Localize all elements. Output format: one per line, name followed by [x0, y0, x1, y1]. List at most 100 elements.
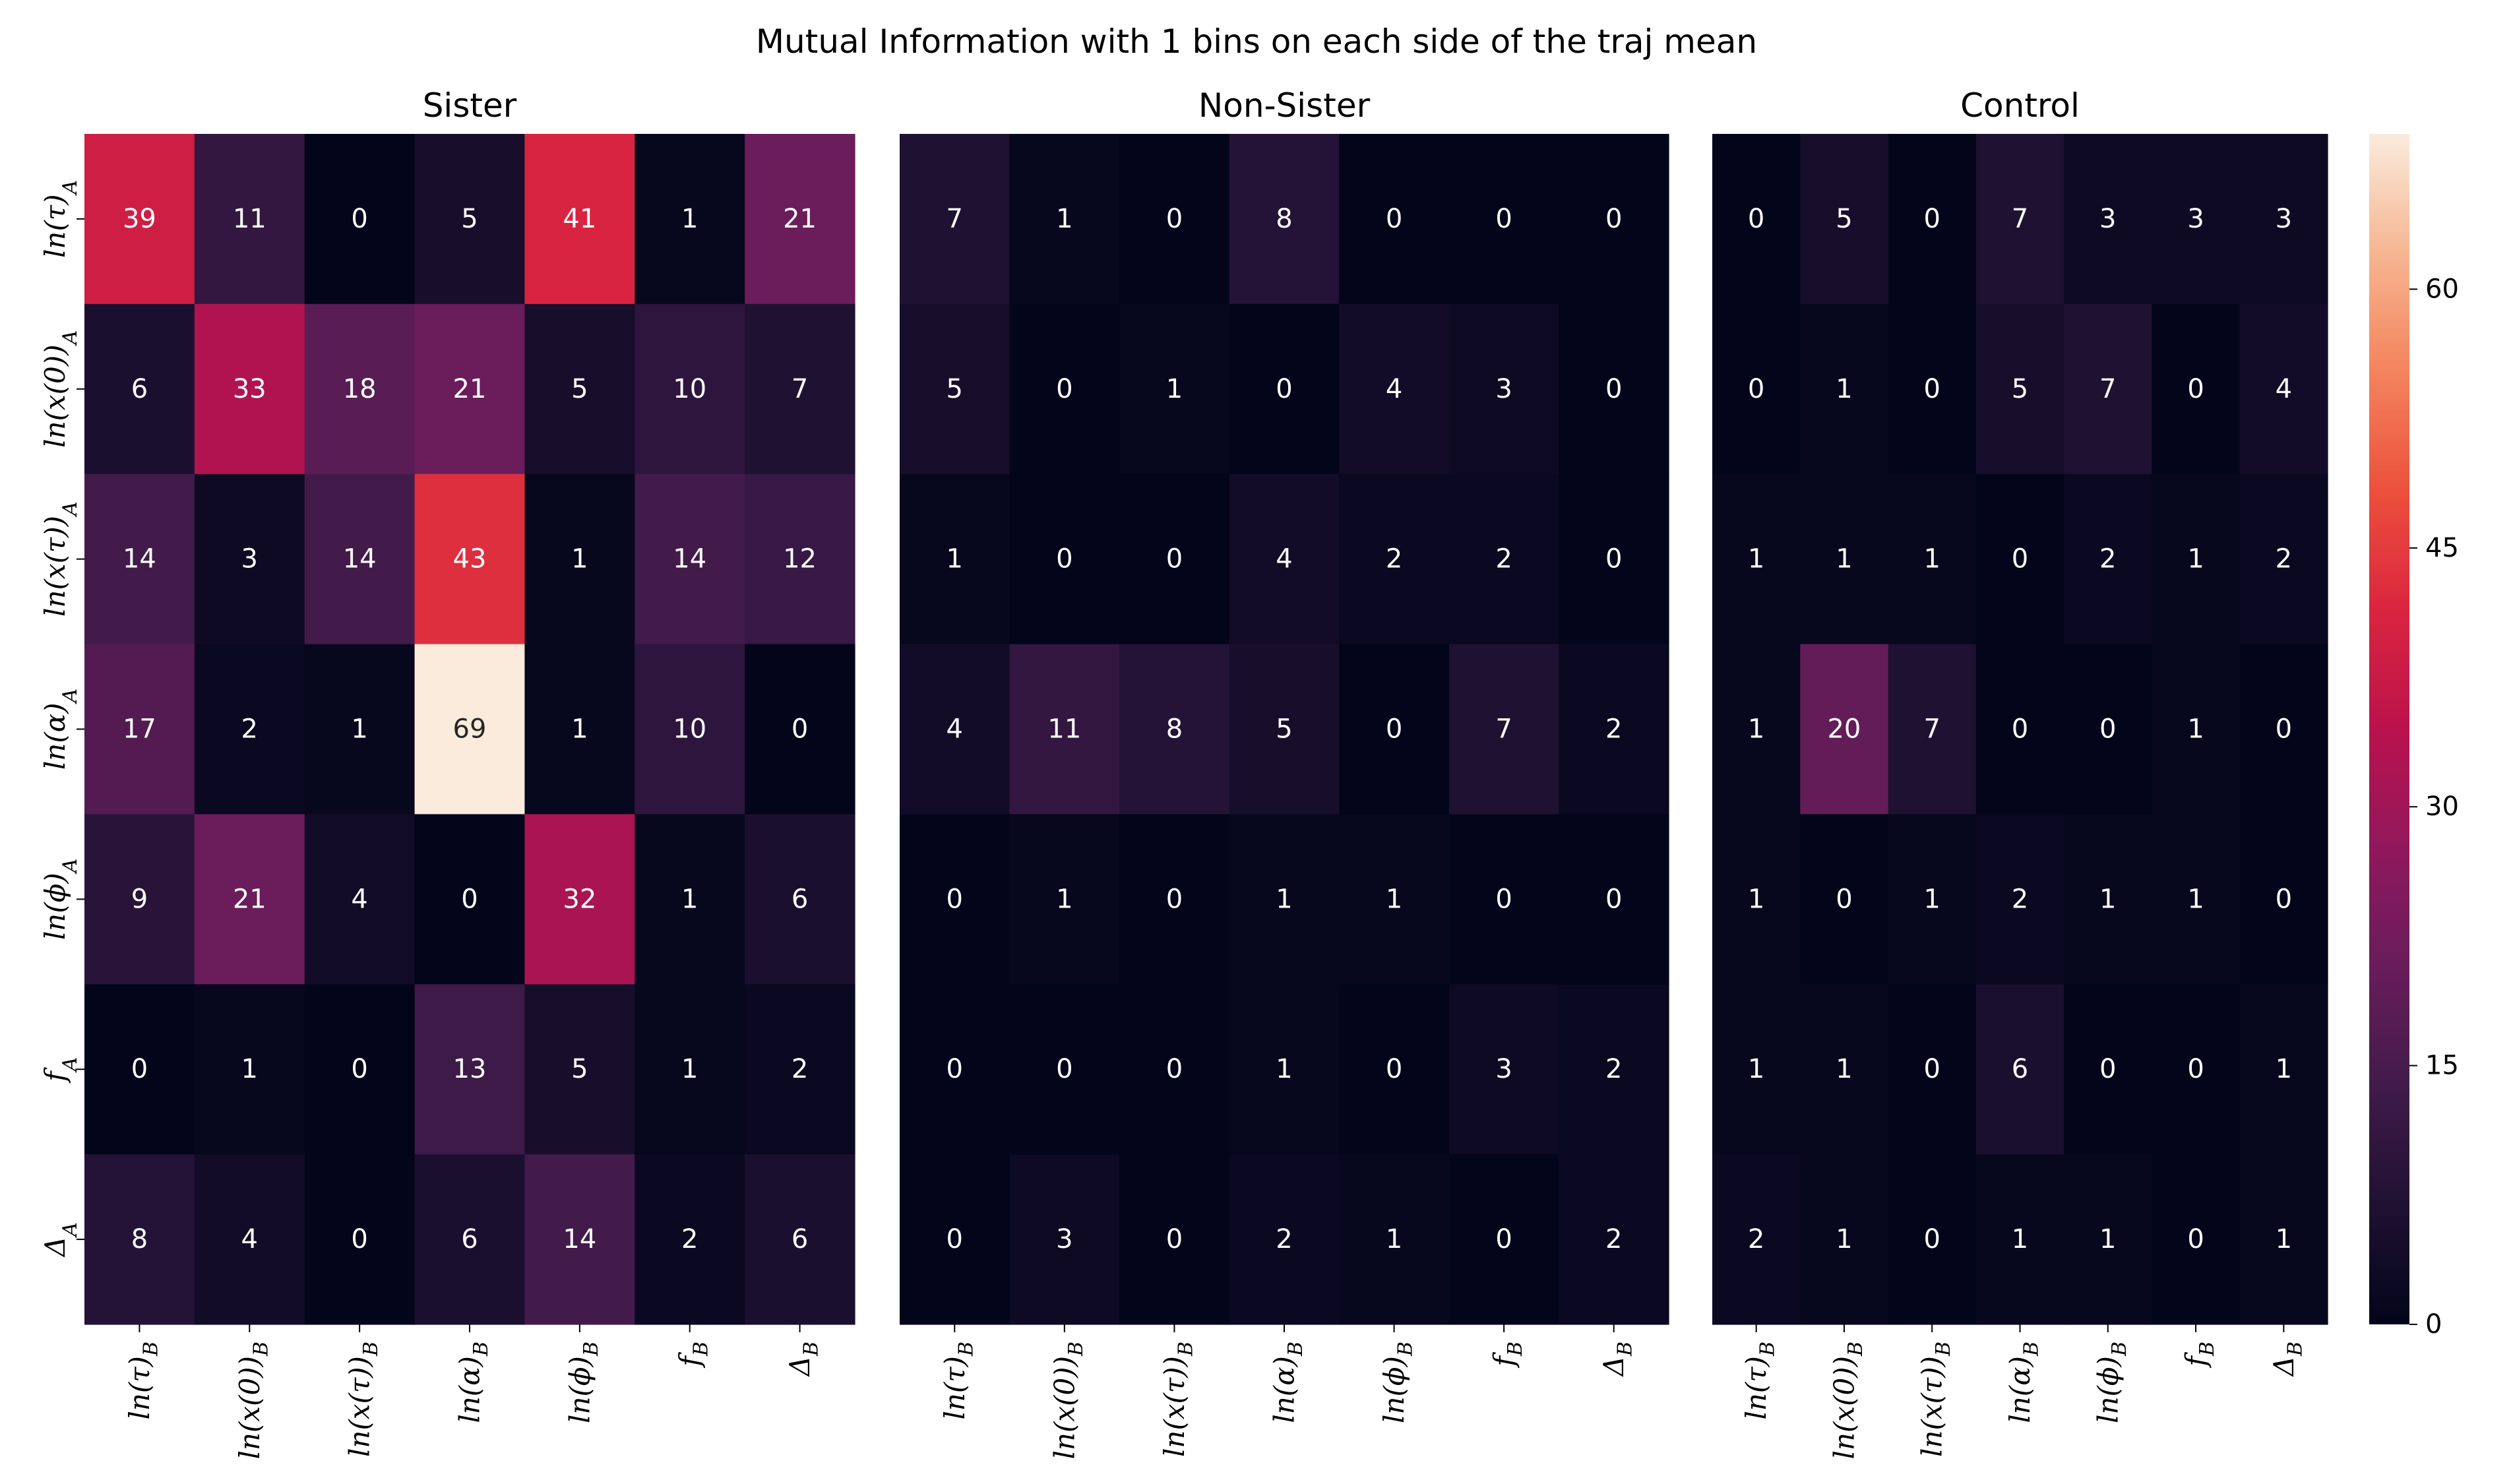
cell-value-label: 1	[1836, 1224, 1852, 1254]
cell-value-label: 7	[1923, 714, 1940, 745]
cell-value-label: 14	[343, 544, 377, 574]
cell-value-label: 10	[673, 714, 706, 745]
heatmap-cell	[2064, 474, 2153, 645]
cell-value-label: 5	[1836, 204, 1852, 234]
heatmap-cell	[2152, 1154, 2241, 1325]
heatmap-cell	[84, 644, 195, 815]
heatmap-cell	[1229, 644, 1340, 815]
x-tick-label-ln-x-0: ln(x(0))B	[1048, 1342, 1088, 1459]
heatmap-cell	[635, 474, 745, 645]
x-tick-label-ln-x-0: ln(x(0))B	[1828, 1342, 1867, 1459]
cell-value-label: 0	[1748, 374, 1764, 404]
heatmap-cell	[1119, 134, 1230, 305]
cell-value-label: 5	[571, 1054, 588, 1084]
heatmap-cell	[1975, 1154, 2064, 1325]
cell-value-label: 4	[351, 884, 367, 914]
heatmap-cell	[2152, 814, 2241, 985]
cell-value-label: 11	[233, 204, 266, 234]
cell-value-label: 1	[946, 544, 963, 574]
heatmap-cell	[194, 303, 305, 475]
cell-value-label: 0	[946, 1054, 963, 1084]
heatmap-cell	[2152, 303, 2241, 475]
cell-value-label: 1	[1923, 884, 1940, 914]
x-tick-label-ln: ln(α)B	[1268, 1342, 1308, 1423]
heatmap-cell	[414, 644, 526, 815]
y-tick-label-ln-x: ln(x(τ))A	[39, 501, 82, 617]
x-tick-label-label: ΔB	[1598, 1342, 1637, 1377]
cell-value-label: 5	[946, 374, 963, 404]
cell-value-label: 21	[783, 204, 817, 234]
colorbar-gradient	[2369, 134, 2409, 1324]
heatmap-cell	[1339, 984, 1450, 1155]
heatmap-cell	[194, 134, 305, 305]
heatmap-cell	[900, 984, 1010, 1155]
cell-value-label: 0	[1605, 204, 1622, 234]
heatmap-cell	[1339, 814, 1450, 985]
cell-value-label: 0	[1386, 204, 1402, 234]
heatmap-cell	[1559, 984, 1669, 1155]
cell-value-label: 1	[681, 204, 698, 234]
cell-value-label: 2	[1605, 1224, 1622, 1254]
heatmap-cell	[1975, 644, 2064, 815]
heatmap-cell	[1448, 134, 1560, 305]
cell-value-label: 1	[1836, 544, 1852, 574]
cell-value-label: 2	[2099, 544, 2116, 574]
cell-value-label: 0	[1836, 884, 1852, 914]
cell-value-label: 1	[1166, 374, 1183, 404]
heatmap-cell	[2064, 984, 2153, 1155]
heatmap-cell	[1712, 1154, 1801, 1325]
cell-value-label: 0	[1056, 374, 1072, 404]
cell-value-label: 7	[2012, 204, 2028, 234]
cell-value-label: 7	[791, 374, 808, 404]
cell-value-label: 5	[2012, 374, 2028, 404]
x-tick-label-ln: ln(ϕ)B	[1378, 1342, 1417, 1423]
panel-title: Non-Sister	[1198, 86, 1371, 125]
cell-value-label: 1	[2012, 1224, 2028, 1254]
heatmap-cell	[900, 1154, 1010, 1325]
cell-value-label: 6	[131, 374, 148, 404]
y-tick-label-label: ΔA	[39, 1222, 82, 1258]
cell-value-label: 2	[1748, 1224, 1764, 1254]
cell-value-label: 1	[1836, 374, 1852, 404]
cell-value-label: 11	[1047, 714, 1081, 745]
cell-value-label: 0	[1166, 1224, 1183, 1254]
cell-value-label: 0	[1495, 204, 1512, 234]
cell-value-label: 12	[783, 544, 817, 574]
heatmap-cell	[524, 814, 635, 985]
x-tick-label-f: fB	[1488, 1342, 1528, 1369]
heatmap-cell	[1559, 644, 1669, 815]
y-tick-label-ln: ln(α)A	[39, 689, 82, 770]
cell-value-label: 0	[351, 1224, 367, 1254]
heatmap-cell	[1712, 814, 1801, 985]
cell-value-label: 0	[791, 714, 808, 745]
heatmap-cell	[1119, 1154, 1230, 1325]
heatmap-cell	[1975, 303, 2064, 475]
heatmap-cell	[194, 474, 305, 645]
cell-value-label: 14	[563, 1224, 596, 1254]
x-tick-label-ln: ln(τ)B	[939, 1342, 978, 1420]
y-tick-label-ln: ln(τ)A	[39, 180, 82, 258]
cell-value-label: 0	[1495, 1224, 1512, 1254]
cell-value-label: 2	[791, 1054, 808, 1084]
heatmap-cell	[900, 814, 1010, 985]
cell-value-label: 6	[461, 1224, 478, 1254]
cell-value-label: 18	[343, 374, 377, 404]
heatmap-cell	[414, 474, 526, 645]
heatmap-cell	[1229, 814, 1340, 985]
cell-value-label: 4	[1386, 374, 1402, 404]
colorbar-tick-label: 45	[2425, 533, 2459, 563]
heatmap-cell	[2064, 134, 2153, 305]
heatmap-cell	[1119, 984, 1230, 1155]
heatmap-cell	[2239, 644, 2328, 815]
heatmap-cell	[1800, 814, 1889, 985]
cell-value-label: 0	[1166, 204, 1183, 234]
cell-value-label: 2	[1386, 544, 1402, 574]
heatmap-cell	[1800, 644, 1889, 815]
heatmap-cell	[1888, 644, 1977, 815]
cell-value-label: 14	[123, 544, 156, 574]
heatmap-cell	[2239, 1154, 2328, 1325]
heatmap-cell	[414, 134, 526, 305]
figure-title: Mutual Information with 1 bins on each s…	[756, 22, 1757, 61]
